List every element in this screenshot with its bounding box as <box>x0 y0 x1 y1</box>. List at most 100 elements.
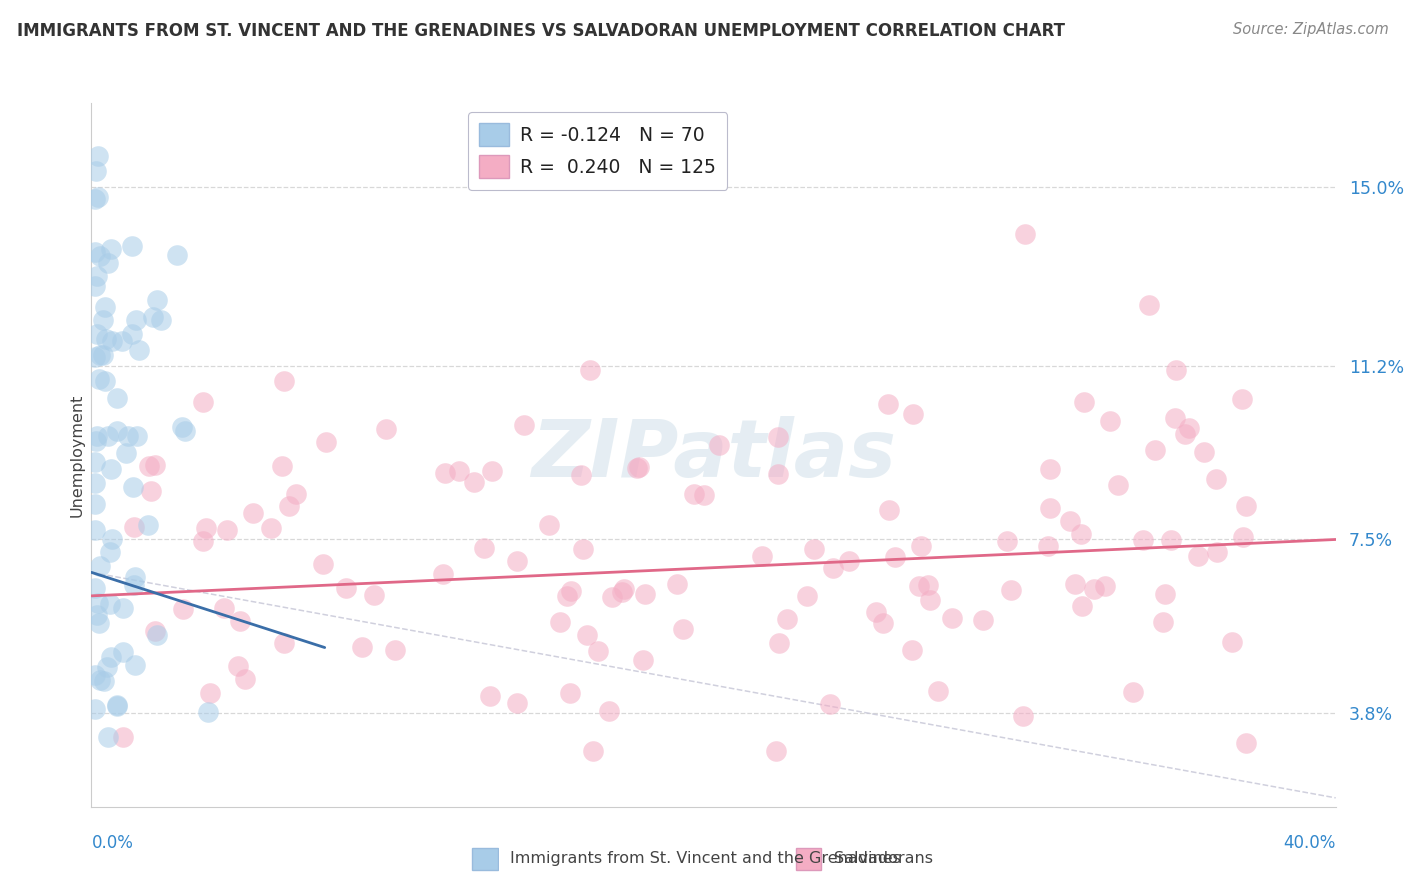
FancyBboxPatch shape <box>472 848 498 870</box>
Point <box>191 394 214 409</box>
Point <box>1205 472 1227 486</box>
Point <box>538 518 561 533</box>
Point <box>83 476 105 491</box>
Point <box>433 467 456 481</box>
Point <box>215 523 238 537</box>
Point <box>105 424 128 438</box>
Point <box>128 343 150 358</box>
Point <box>98 597 121 611</box>
Point <box>865 605 887 619</box>
Point <box>918 593 941 607</box>
Point <box>273 636 295 650</box>
Point <box>575 628 598 642</box>
Point <box>1064 577 1087 591</box>
Point <box>142 310 165 325</box>
Point <box>193 534 215 549</box>
Point <box>1164 363 1187 377</box>
Point <box>578 363 600 377</box>
Point <box>1012 708 1035 723</box>
Text: ZIPatlas: ZIPatlas <box>531 416 896 494</box>
Point <box>93 674 115 689</box>
Point <box>917 577 939 591</box>
Point <box>1143 443 1166 458</box>
Point <box>766 467 789 481</box>
Point <box>285 487 308 501</box>
Point <box>96 429 118 443</box>
Point <box>803 541 825 556</box>
Point <box>1154 587 1177 601</box>
Point <box>1137 297 1160 311</box>
Point <box>89 348 111 362</box>
Point <box>610 585 633 599</box>
Point <box>838 553 860 567</box>
Point <box>384 643 406 657</box>
Point <box>93 374 115 388</box>
Point <box>195 521 218 535</box>
Point <box>821 561 844 575</box>
Point <box>560 584 582 599</box>
Point <box>105 391 128 405</box>
Point <box>91 313 114 327</box>
Point <box>900 642 922 657</box>
Point <box>1059 514 1081 528</box>
Point <box>1083 582 1105 596</box>
Point <box>884 550 907 565</box>
Point <box>228 659 250 673</box>
Point <box>83 245 105 260</box>
Point <box>600 591 623 605</box>
Point <box>83 192 105 206</box>
Point <box>311 557 333 571</box>
Point <box>198 686 221 700</box>
Point <box>1174 427 1197 442</box>
Point <box>89 249 111 263</box>
Point <box>598 704 620 718</box>
Point <box>121 326 143 341</box>
Point <box>666 576 689 591</box>
Point <box>197 705 219 719</box>
Point <box>1036 539 1059 553</box>
Point <box>111 600 134 615</box>
Point <box>111 334 134 348</box>
Point <box>89 558 111 573</box>
Point <box>768 636 790 650</box>
Point <box>212 601 235 615</box>
Legend: R = -0.124   N = 70, R =  0.240   N = 125: R = -0.124 N = 70, R = 0.240 N = 125 <box>468 112 727 190</box>
Point <box>586 644 609 658</box>
Point <box>1038 500 1060 515</box>
Point <box>101 334 124 348</box>
Point <box>141 484 163 499</box>
Point <box>582 744 605 758</box>
Point <box>506 554 529 568</box>
Text: IMMIGRANTS FROM ST. VINCENT AND THE GRENADINES VS SALVADORAN UNEMPLOYMENT CORREL: IMMIGRANTS FROM ST. VINCENT AND THE GREN… <box>17 22 1064 40</box>
Point <box>555 589 578 603</box>
Point <box>463 475 485 489</box>
Point <box>941 611 963 625</box>
Text: 40.0%: 40.0% <box>1284 834 1336 852</box>
Point <box>1187 549 1209 564</box>
Point <box>89 673 111 688</box>
Point <box>626 461 648 475</box>
Point <box>143 458 166 473</box>
Point <box>672 623 695 637</box>
Point <box>1039 462 1062 476</box>
Point <box>1070 526 1092 541</box>
Point <box>877 396 900 410</box>
Point <box>278 499 301 513</box>
Point <box>765 744 787 758</box>
Point <box>513 418 536 433</box>
Point <box>901 407 924 421</box>
Point <box>83 702 105 716</box>
Point <box>114 445 136 459</box>
Point <box>634 587 657 601</box>
Point <box>100 533 122 547</box>
Point <box>96 660 118 674</box>
Point <box>150 313 173 327</box>
Point <box>242 506 264 520</box>
Point <box>97 256 120 270</box>
Point <box>872 616 894 631</box>
Point <box>86 429 108 443</box>
Point <box>122 480 145 494</box>
Point <box>105 698 128 713</box>
Point <box>352 640 374 654</box>
Point <box>84 434 107 449</box>
